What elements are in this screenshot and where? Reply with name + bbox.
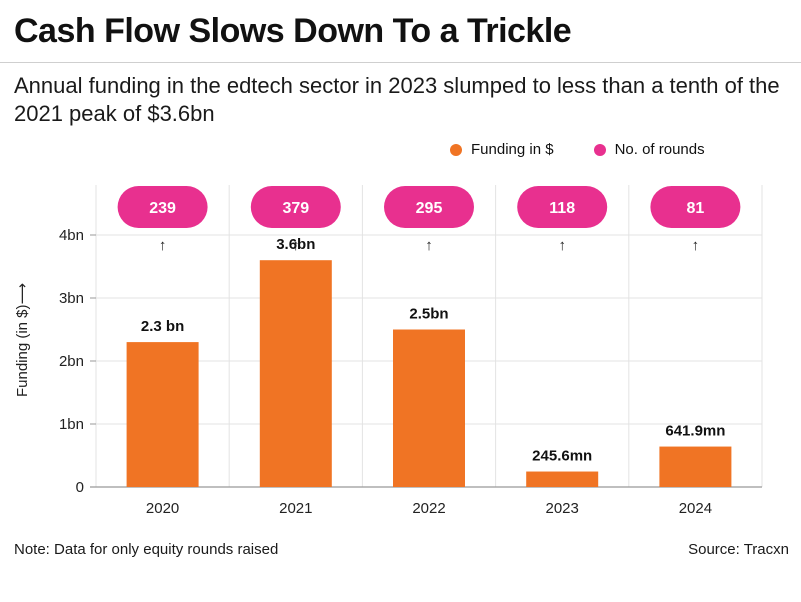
rounds-badge-2022 [384,186,474,228]
legend-swatch-funding [450,143,462,156]
legend-swatch-rounds [593,143,606,156]
legend-item-rounds: No. of rounds [593,141,705,158]
title-divider [0,62,801,63]
y-tick-label: 0 [76,479,84,496]
legend-item-funding: Funding in $ [450,141,554,158]
bar-2021 [259,260,332,487]
source-credit: Source: Tracxn [688,541,789,558]
x-tick-label-2020: 2020 [146,500,179,517]
legend: Funding in $ No. of rounds [450,141,705,158]
data-label-2020: 2.3 bn [141,318,184,335]
bar-2024 [659,446,732,487]
footnote: Note: Data for only equity rounds raised [14,541,279,558]
rounds-label-2022: 295 [416,200,443,217]
rounds-badge-2020 [117,186,208,228]
rounds-label-2023: 118 [549,200,575,217]
chart-title: Cash Flow Slows Down To a Trickle [14,12,572,50]
x-tick-label-2022: 2022 [412,500,445,517]
y-tick-label: 1bn [59,416,84,433]
y-tick-label: 2bn [59,353,84,370]
legend-label-funding: Funding in $ [471,141,554,158]
rounds-label-2021: 379 [282,200,309,217]
up-arrow-icon: ↑ [292,237,300,254]
x-tick-label-2024: 2024 [679,500,712,517]
data-label-2024: 641.9mn [665,423,725,440]
data-label-2021: 3.6bn [276,236,315,253]
bar-2023 [526,471,599,487]
up-arrow-icon: ↑ [692,237,700,254]
y-axis-label: Funding (in $)⟶ [14,283,31,397]
y-tick-label: 4bn [59,227,84,244]
rounds-label-2020: 239 [149,200,176,217]
rounds-label-2024: 81 [687,200,705,217]
legend-label-rounds: No. of rounds [614,141,705,158]
rounds-badge-2024 [650,186,741,228]
rounds-badge-2023 [517,186,608,228]
up-arrow-icon: ↑ [159,237,167,254]
chart-subtitle: Annual funding in the edtech sector in 2… [14,73,780,126]
bar-2020 [126,342,199,487]
data-label-2023: 245.6mn [532,448,592,465]
rounds-badge-2021 [250,186,341,228]
bar-2022 [393,329,465,487]
x-tick-label-2023: 2023 [546,500,579,517]
y-tick-label: 3bn [59,290,84,307]
up-arrow-icon: ↑ [425,237,433,254]
data-label-2022: 2.5bn [409,306,448,323]
x-tick-label-2021: 2021 [279,500,312,517]
up-arrow-icon: ↑ [558,237,566,254]
